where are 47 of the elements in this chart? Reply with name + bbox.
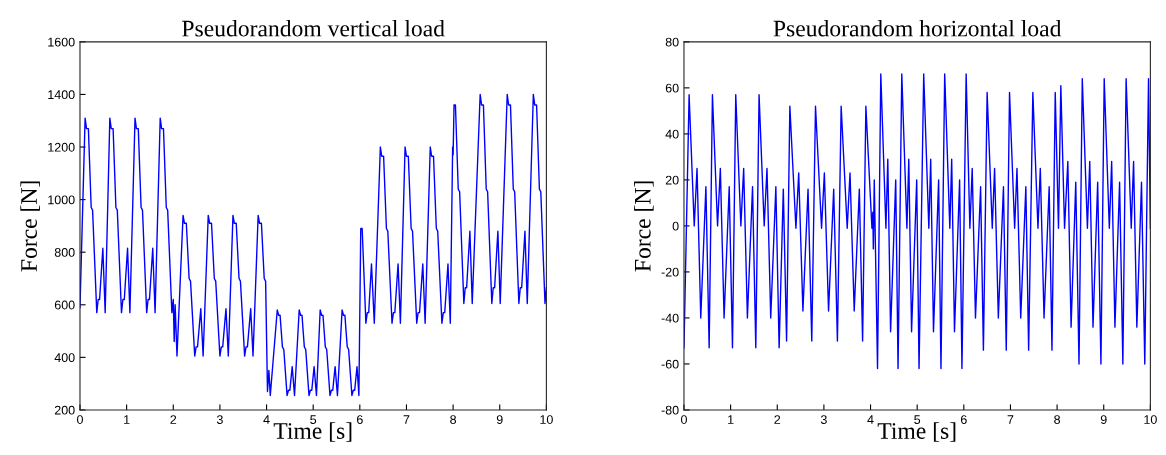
y-tick-label: 800 <box>54 248 75 257</box>
x-tick-label: 5 <box>914 415 921 424</box>
x-tick-label: 4 <box>867 415 874 424</box>
x-axis-title: Time [s] <box>877 422 956 442</box>
x-tick-label: 4 <box>263 415 270 424</box>
x-tick-label: 0 <box>680 415 687 424</box>
x-tick-label: 7 <box>403 415 410 424</box>
y-tick-label: -40 <box>661 313 679 323</box>
y-tick-label: 80 <box>665 37 679 47</box>
y-tick-label: 0 <box>672 221 679 231</box>
x-tick-label: 3 <box>820 415 827 424</box>
x-tick-label: 9 <box>1100 415 1107 424</box>
y-axis-title: Force [N] <box>20 181 40 272</box>
x-tick-label: 7 <box>1007 415 1014 424</box>
x-tick-label: 2 <box>170 415 177 424</box>
x-tick-label: 0 <box>77 415 83 424</box>
y-tick-label: -80 <box>661 405 679 415</box>
y-tick-label: 1400 <box>48 90 75 100</box>
x-tick-label: 8 <box>450 415 457 424</box>
y-tick-label: 1000 <box>48 195 75 205</box>
y-tick-label: 60 <box>665 83 679 93</box>
x-tick-label: 6 <box>356 415 363 424</box>
x-tick-label: 5 <box>310 415 317 424</box>
x-tick-label: 9 <box>496 415 503 424</box>
chart-title: Pseudorandom horizontal load <box>773 19 1062 37</box>
line-series <box>79 93 547 397</box>
x-tick-label: 2 <box>774 415 781 424</box>
y-tick-label: 600 <box>54 300 75 310</box>
x-tick-label: 1 <box>124 415 130 424</box>
y-tick-label: 200 <box>54 405 75 415</box>
y-tick-label: 20 <box>665 175 679 185</box>
x-tick-label: 10 <box>1144 415 1157 424</box>
y-axis-title: Force [N] <box>634 181 654 272</box>
y-tick-label: 400 <box>54 353 75 363</box>
y-tick-label: -20 <box>661 267 679 277</box>
x-tick-label: 6 <box>960 415 967 424</box>
y-tick-label: 40 <box>665 129 679 139</box>
x-tick-label: 8 <box>1054 415 1061 424</box>
y-tick-label: 1200 <box>48 142 75 152</box>
x-tick-label: 3 <box>216 415 223 424</box>
x-tick-label: 10 <box>540 415 553 424</box>
x-axis-title: Time [s] <box>273 422 352 442</box>
line-series <box>683 73 1151 370</box>
y-tick-label: -60 <box>661 359 679 369</box>
y-tick-label: 1600 <box>48 37 75 47</box>
chart-title: Pseudorandom vertical load <box>182 19 445 37</box>
x-tick-label: 1 <box>728 415 734 424</box>
